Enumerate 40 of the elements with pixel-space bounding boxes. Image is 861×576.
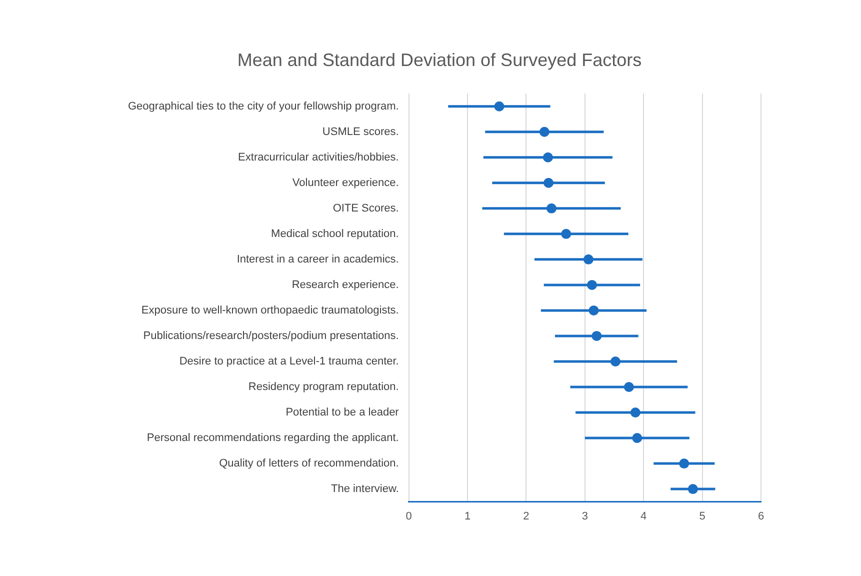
- point: [588, 305, 599, 316]
- x-tick-label: 5: [699, 510, 706, 522]
- point: [561, 228, 572, 239]
- x-tick-label: 3: [582, 510, 588, 522]
- point: [688, 484, 698, 494]
- y-tick-label: Desire to practice at a Level-1 trauma center.: [179, 356, 399, 368]
- y-tick-label: Volunteer experience.: [292, 176, 399, 189]
- y-tick-label: Medical school reputation.: [271, 228, 399, 240]
- point: [539, 126, 550, 137]
- x-tick-label: 0: [406, 510, 412, 522]
- y-tick-label: Personal recommendations regarding the applicant.: [146, 432, 399, 444]
- point: [610, 356, 620, 366]
- x-tick-label: 1: [464, 510, 471, 522]
- y-tick-label: OITE Scores.: [332, 202, 399, 214]
- y-tick-label: Interest in a career in academics.: [236, 253, 399, 266]
- point: [546, 203, 556, 214]
- x-tick-label: 2: [523, 510, 530, 522]
- y-tick-label: Research experience.: [292, 278, 399, 291]
- chart-title: Mean and Standard Deviation of Surveyed Factors: [237, 50, 642, 70]
- point: [494, 101, 504, 112]
- point: [544, 178, 554, 188]
- x-tick-label: 4: [640, 510, 647, 522]
- x-tick-label: 6: [758, 510, 764, 522]
- y-tick-label: Residency program reputation.: [248, 381, 399, 394]
- point: [632, 433, 642, 444]
- y-tick-label: USMLE scores.: [322, 126, 399, 138]
- y-tick-label: Potential to be a leader: [286, 406, 400, 419]
- y-tick-label: Quality of letters of recommendation.: [219, 458, 399, 470]
- y-tick-label: Publications/research/posters/podium presentations.: [143, 330, 399, 342]
- y-tick-label: Exposure to well-known orthopaedic traumatologists.: [141, 304, 399, 316]
- y-tick-label: The interview.: [330, 483, 399, 496]
- point: [630, 408, 640, 418]
- point: [586, 280, 597, 290]
- point: [592, 330, 602, 341]
- point: [542, 152, 553, 162]
- point: [679, 458, 690, 469]
- point: [583, 254, 594, 264]
- point: [624, 382, 634, 392]
- y-tick-label: Geographical ties to the city of your fellowship program.: [128, 100, 399, 112]
- y-tick-label: Extracurricular activities/hobbies.: [238, 151, 399, 164]
